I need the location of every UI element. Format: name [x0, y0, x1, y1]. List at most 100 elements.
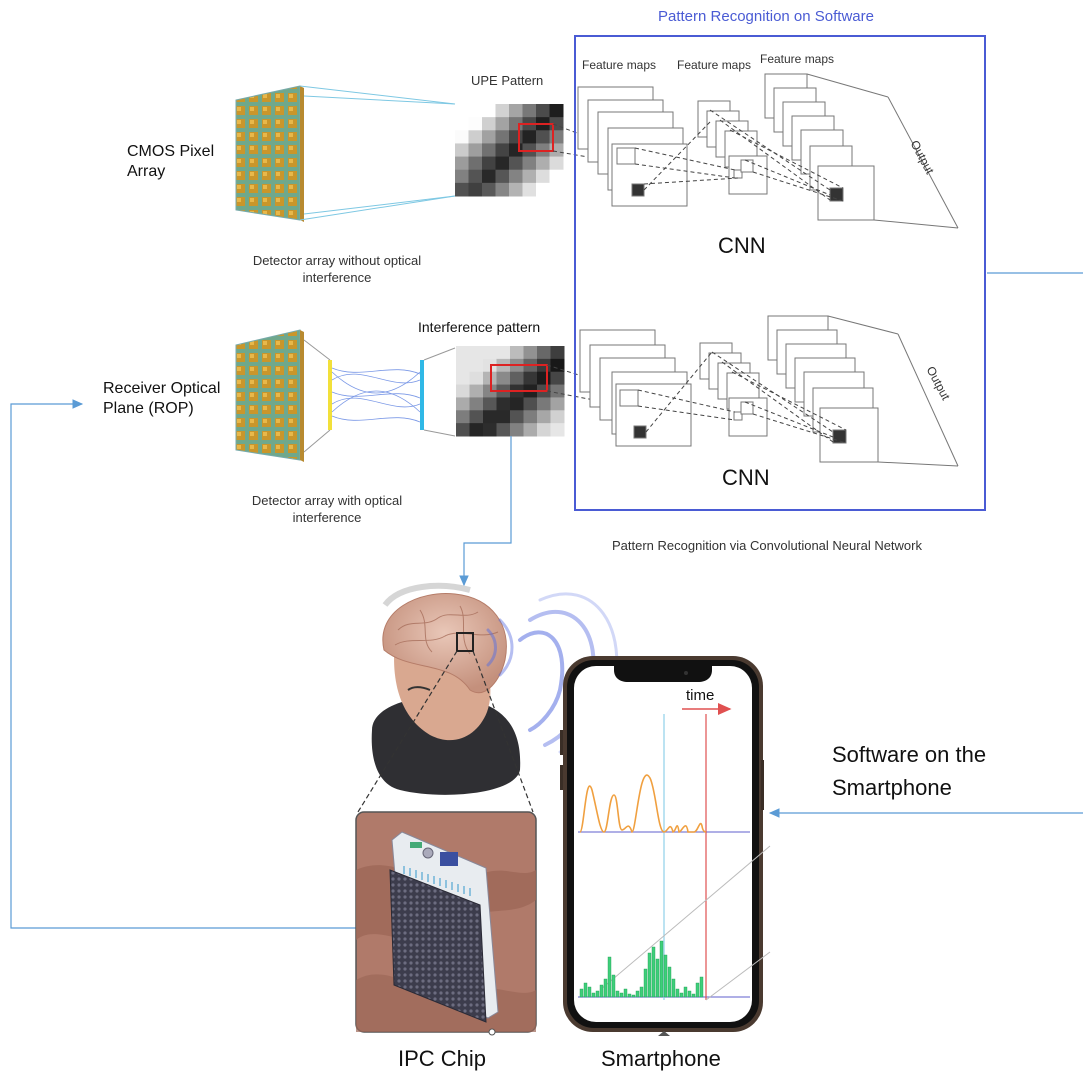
pattern-cell [509, 156, 523, 171]
pattern-cell [469, 358, 484, 373]
pattern-cell [523, 371, 538, 386]
cnn-bottom-layers [579, 315, 879, 463]
pattern-cell [536, 130, 550, 144]
pattern-cell [550, 423, 565, 437]
pattern-cell [549, 130, 564, 144]
bottom-caption-line1: Detector array with optical [251, 493, 403, 508]
pattern-cell [536, 182, 550, 197]
pattern-cell [510, 397, 524, 411]
pattern-cell [455, 182, 469, 197]
signal-bar [635, 990, 640, 998]
pattern-cell [482, 143, 496, 158]
pattern-cell [456, 358, 470, 373]
interference-pattern-label: Interference pattern [418, 319, 541, 335]
pattern-cell [549, 104, 564, 118]
pattern-cell [468, 104, 483, 118]
signal-bar [587, 986, 592, 998]
pattern-cell [495, 143, 510, 158]
pattern-cell [495, 104, 510, 118]
signal-bar [675, 988, 680, 998]
pattern-cell [549, 169, 564, 184]
pattern-cell [455, 117, 469, 131]
pattern-cell [456, 346, 470, 360]
pattern-cell [550, 410, 565, 424]
signal-bar [579, 988, 584, 998]
pattern-cell [523, 423, 538, 437]
pattern-cell [550, 384, 565, 398]
top-caption-line1: Detector array without optical [252, 253, 422, 268]
pattern-cell [509, 130, 523, 144]
rop-pixel-array [235, 329, 304, 462]
cnn-to-smartphone-arrow [768, 272, 1083, 818]
pattern-cell [522, 182, 537, 197]
cnn-bottom-connections [637, 351, 847, 444]
zoom-lines [357, 650, 534, 813]
ipc-chip-caption: IPC Chip [398, 1046, 487, 1071]
pattern-cell [537, 410, 551, 424]
upe-pattern-image [455, 104, 564, 197]
pattern-cell [522, 156, 537, 171]
pattern-cell [455, 169, 469, 184]
pattern-cell [550, 397, 565, 411]
cmos-label-line1: CMOS Pixel [127, 143, 215, 160]
software-label-line2: Smartphone [832, 775, 952, 800]
pattern-cell [522, 169, 537, 184]
signal-bar [667, 966, 672, 998]
cnn-top-output [806, 73, 959, 229]
pattern-cell [549, 182, 564, 197]
pattern-cell [469, 346, 484, 360]
cnn-label-top: CNN [718, 233, 766, 258]
signal-bar [647, 952, 652, 998]
pattern-cell [550, 358, 565, 373]
rop-label-line1: Receiver Optical [103, 380, 221, 397]
pattern-cell [510, 423, 524, 437]
pattern-cell [510, 410, 524, 424]
upe-pattern-label: UPE Pattern [471, 73, 544, 88]
cmos-pixel-array [235, 85, 304, 222]
pattern-cell [495, 169, 510, 184]
cnn-panel-title: Pattern Recognition on Software [658, 8, 874, 25]
pattern-cell [536, 169, 550, 184]
signal-bar [583, 982, 588, 998]
pattern-cell [468, 169, 483, 184]
pattern-cell [468, 143, 483, 158]
ipc-chip-panel [355, 811, 537, 1036]
cmos-label-line2: Array [127, 163, 166, 180]
signal-bar [599, 984, 604, 998]
pattern-cell [483, 346, 497, 360]
pattern-cell [456, 371, 470, 386]
pattern-cell [537, 371, 551, 386]
phone-time-label: time [686, 687, 715, 704]
pattern-cell [509, 169, 523, 184]
pattern-cell [537, 397, 551, 411]
pattern-cell [456, 397, 470, 411]
cnn-top-connections [634, 109, 844, 202]
cnn-bottom-output [827, 315, 959, 467]
signal-bar [683, 986, 688, 998]
pattern-cell [469, 397, 484, 411]
pattern-cell [455, 156, 469, 171]
pattern-cell [456, 384, 470, 398]
signal-bar [659, 940, 664, 998]
smartphone-caption: Smartphone [601, 1046, 721, 1071]
pattern-cell [537, 346, 551, 360]
signal-bar [603, 978, 608, 998]
pattern-cell [483, 410, 497, 424]
pattern-cell [468, 130, 483, 144]
pattern-cell [550, 346, 565, 360]
signal-bar [671, 978, 676, 998]
pattern-cell [523, 410, 538, 424]
feature-maps-label-2: Feature maps [677, 58, 752, 72]
feature-maps-label-3: Feature maps [760, 52, 835, 66]
pattern-cell [496, 423, 511, 437]
signal-bar [639, 986, 644, 998]
pattern-cell [549, 156, 564, 171]
cnn-label-bottom: CNN [722, 465, 770, 490]
pattern-cell [496, 397, 511, 411]
pattern-cell [495, 130, 510, 144]
projection-lines-top [299, 85, 456, 221]
pattern-cell [510, 371, 524, 386]
signal-bar [643, 968, 648, 998]
